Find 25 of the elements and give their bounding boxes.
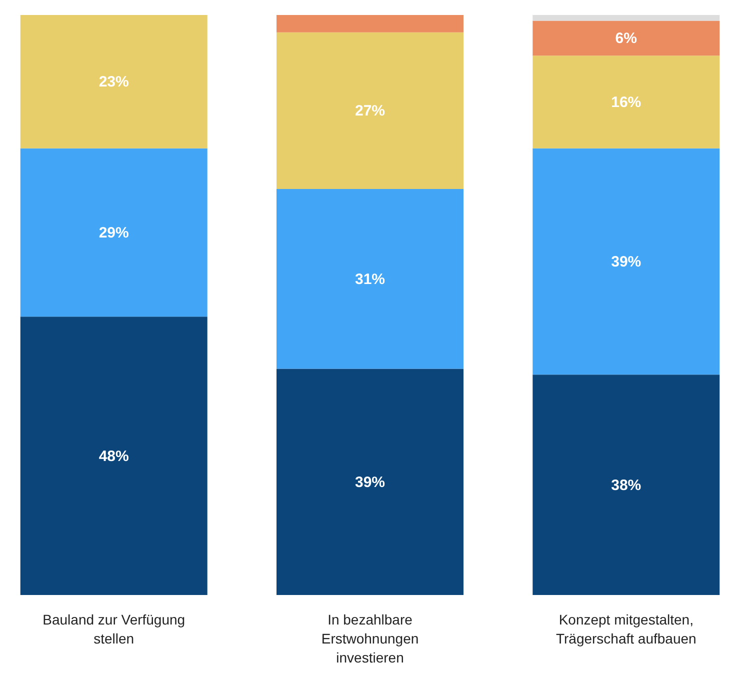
data-label: 16% bbox=[611, 94, 642, 111]
x-tick-label: Konzept mitgestalten, Trägerschaft aufbauen bbox=[556, 612, 696, 646]
data-label: 39% bbox=[611, 254, 642, 270]
bar bbox=[276, 368, 464, 595]
data-label: 48% bbox=[98, 448, 129, 465]
x-tick-label: Bauland zur Verfügung stellen bbox=[42, 612, 186, 646]
bar bbox=[20, 316, 208, 595]
bar bbox=[532, 148, 720, 375]
bar bbox=[532, 56, 720, 148]
x-tick-label: In bezahlbare Erstwohnungen investieren bbox=[321, 612, 419, 666]
data-label: 29% bbox=[98, 224, 129, 242]
bar bbox=[276, 32, 464, 189]
bar bbox=[20, 148, 208, 317]
bar bbox=[532, 20, 720, 56]
data-label: 31% bbox=[354, 270, 386, 288]
data-label: 6% bbox=[615, 30, 637, 48]
bar bbox=[276, 189, 464, 369]
data-label: 38% bbox=[611, 476, 642, 494]
data-label: 39% bbox=[354, 474, 386, 491]
data-label: 23% bbox=[98, 74, 129, 91]
bar bbox=[20, 15, 208, 148]
bar bbox=[276, 15, 464, 32]
data-label: 27% bbox=[354, 102, 386, 120]
bar bbox=[532, 374, 720, 595]
bar bbox=[532, 15, 720, 21]
